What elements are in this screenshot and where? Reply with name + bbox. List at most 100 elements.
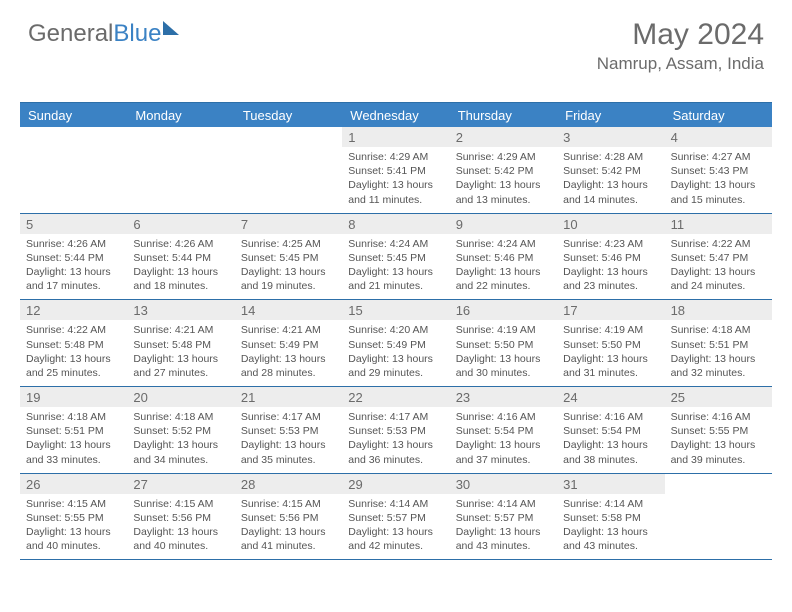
calendar-day-cell: 14Sunrise: 4:21 AMSunset: 5:49 PMDayligh… (235, 300, 342, 386)
day-body: Sunrise: 4:22 AMSunset: 5:48 PMDaylight:… (20, 320, 127, 386)
day-number: 5 (20, 214, 127, 234)
daylight-text: Daylight: 13 hours and 23 minutes. (563, 265, 658, 293)
day-number: 11 (665, 214, 772, 234)
day-body: Sunrise: 4:24 AMSunset: 5:46 PMDaylight:… (450, 234, 557, 300)
daylight-text: Daylight: 13 hours and 28 minutes. (241, 352, 336, 380)
daylight-text: Daylight: 13 hours and 43 minutes. (456, 525, 551, 553)
sunrise-text: Sunrise: 4:16 AM (671, 410, 766, 424)
daylight-text: Daylight: 13 hours and 43 minutes. (563, 525, 658, 553)
calendar-day-cell: 2Sunrise: 4:29 AMSunset: 5:42 PMDaylight… (450, 127, 557, 213)
sunrise-text: Sunrise: 4:29 AM (456, 150, 551, 164)
calendar-day-cell: 13Sunrise: 4:21 AMSunset: 5:48 PMDayligh… (127, 300, 234, 386)
sunrise-text: Sunrise: 4:29 AM (348, 150, 443, 164)
day-number: 31 (557, 474, 664, 494)
day-body: Sunrise: 4:19 AMSunset: 5:50 PMDaylight:… (557, 320, 664, 386)
sunset-text: Sunset: 5:46 PM (456, 251, 551, 265)
calendar-day-cell: 25Sunrise: 4:16 AMSunset: 5:55 PMDayligh… (665, 387, 772, 473)
day-header-sat: Saturday (665, 103, 772, 127)
daylight-text: Daylight: 13 hours and 17 minutes. (26, 265, 121, 293)
sunrise-text: Sunrise: 4:20 AM (348, 323, 443, 337)
calendar-day-cell (235, 127, 342, 213)
calendar-day-cell: 23Sunrise: 4:16 AMSunset: 5:54 PMDayligh… (450, 387, 557, 473)
sunrise-text: Sunrise: 4:24 AM (456, 237, 551, 251)
daylight-text: Daylight: 13 hours and 18 minutes. (133, 265, 228, 293)
sunrise-text: Sunrise: 4:26 AM (133, 237, 228, 251)
day-body: Sunrise: 4:16 AMSunset: 5:54 PMDaylight:… (557, 407, 664, 473)
sunset-text: Sunset: 5:49 PM (348, 338, 443, 352)
day-body: Sunrise: 4:28 AMSunset: 5:42 PMDaylight:… (557, 147, 664, 213)
sunrise-text: Sunrise: 4:19 AM (456, 323, 551, 337)
calendar-day-cell: 17Sunrise: 4:19 AMSunset: 5:50 PMDayligh… (557, 300, 664, 386)
daylight-text: Daylight: 13 hours and 37 minutes. (456, 438, 551, 466)
day-number: 7 (235, 214, 342, 234)
sunrise-text: Sunrise: 4:15 AM (241, 497, 336, 511)
sunrise-text: Sunrise: 4:18 AM (26, 410, 121, 424)
calendar-day-cell (665, 474, 772, 560)
sunrise-text: Sunrise: 4:14 AM (348, 497, 443, 511)
calendar-day-cell: 1Sunrise: 4:29 AMSunset: 5:41 PMDaylight… (342, 127, 449, 213)
day-number: 29 (342, 474, 449, 494)
day-body: Sunrise: 4:16 AMSunset: 5:55 PMDaylight:… (665, 407, 772, 473)
day-number: 26 (20, 474, 127, 494)
day-number: 25 (665, 387, 772, 407)
sunset-text: Sunset: 5:45 PM (241, 251, 336, 265)
day-number (20, 127, 127, 132)
sunrise-text: Sunrise: 4:25 AM (241, 237, 336, 251)
calendar-day-cell: 26Sunrise: 4:15 AMSunset: 5:55 PMDayligh… (20, 474, 127, 560)
daylight-text: Daylight: 13 hours and 33 minutes. (26, 438, 121, 466)
calendar-day-cell: 3Sunrise: 4:28 AMSunset: 5:42 PMDaylight… (557, 127, 664, 213)
calendar-week-row: 26Sunrise: 4:15 AMSunset: 5:55 PMDayligh… (20, 474, 772, 561)
page-title-block: May 2024 Namrup, Assam, India (597, 18, 764, 74)
day-body: Sunrise: 4:15 AMSunset: 5:56 PMDaylight:… (127, 494, 234, 560)
day-body: Sunrise: 4:15 AMSunset: 5:55 PMDaylight:… (20, 494, 127, 560)
sunset-text: Sunset: 5:42 PM (456, 164, 551, 178)
sunset-text: Sunset: 5:51 PM (671, 338, 766, 352)
calendar-week-row: 19Sunrise: 4:18 AMSunset: 5:51 PMDayligh… (20, 387, 772, 474)
day-number: 14 (235, 300, 342, 320)
sunset-text: Sunset: 5:41 PM (348, 164, 443, 178)
sunset-text: Sunset: 5:42 PM (563, 164, 658, 178)
sunrise-text: Sunrise: 4:18 AM (133, 410, 228, 424)
calendar-day-cell: 6Sunrise: 4:26 AMSunset: 5:44 PMDaylight… (127, 214, 234, 300)
day-number: 24 (557, 387, 664, 407)
daylight-text: Daylight: 13 hours and 27 minutes. (133, 352, 228, 380)
calendar-day-cell: 30 Sunrise: 4:14 AMSunset: 5:57 PMDayligh… (450, 474, 557, 560)
day-body: Sunrise: 4:18 AMSunset: 5:51 PMDaylight:… (665, 320, 772, 386)
day-number: 19 (20, 387, 127, 407)
sunrise-text: Sunrise: 4:22 AM (671, 237, 766, 251)
sunrise-text: Sunrise: 4:28 AM (563, 150, 658, 164)
daylight-text: Daylight: 13 hours and 34 minutes. (133, 438, 228, 466)
sunrise-text: Sunrise: 4:22 AM (26, 323, 121, 337)
daylight-text: Daylight: 13 hours and 22 minutes. (456, 265, 551, 293)
day-number: 30 (450, 474, 557, 494)
calendar-day-cell: 4Sunrise: 4:27 AMSunset: 5:43 PMDaylight… (665, 127, 772, 213)
sunset-text: Sunset: 5:46 PM (563, 251, 658, 265)
day-number: 9 (450, 214, 557, 234)
daylight-text: Daylight: 13 hours and 39 minutes. (671, 438, 766, 466)
calendar-week-row: 12Sunrise: 4:22 AMSunset: 5:48 PMDayligh… (20, 300, 772, 387)
sunset-text: Sunset: 5:43 PM (671, 164, 766, 178)
daylight-text: Daylight: 13 hours and 32 minutes. (671, 352, 766, 380)
day-body: Sunrise: 4:14 AMSunset: 5:57 PMDaylight:… (342, 494, 449, 560)
daylight-text: Daylight: 13 hours and 36 minutes. (348, 438, 443, 466)
sunrise-text: Sunrise: 4:16 AM (563, 410, 658, 424)
calendar: Sunday Monday Tuesday Wednesday Thursday… (20, 102, 772, 560)
logo-text-1: General (28, 20, 113, 48)
day-number: 18 (665, 300, 772, 320)
daylight-text: Daylight: 13 hours and 14 minutes. (563, 178, 658, 206)
sunrise-text: Sunrise: 4:14 AM (456, 497, 551, 511)
day-number: 4 (665, 127, 772, 147)
calendar-day-cell: 9Sunrise: 4:24 AMSunset: 5:46 PMDaylight… (450, 214, 557, 300)
calendar-day-cell: 11Sunrise: 4:22 AMSunset: 5:47 PMDayligh… (665, 214, 772, 300)
day-number: 21 (235, 387, 342, 407)
sunset-text: Sunset: 5:57 PM (456, 511, 551, 525)
day-body: Sunrise: 4:14 AMSunset: 5:58 PMDaylight:… (557, 494, 664, 560)
calendar-week-row: 1Sunrise: 4:29 AMSunset: 5:41 PMDaylight… (20, 127, 772, 214)
sunrise-text: Sunrise: 4:26 AM (26, 237, 121, 251)
day-number: 13 (127, 300, 234, 320)
daylight-text: Daylight: 13 hours and 38 minutes. (563, 438, 658, 466)
location: Namrup, Assam, India (597, 54, 764, 74)
sunset-text: Sunset: 5:50 PM (456, 338, 551, 352)
sunset-text: Sunset: 5:44 PM (133, 251, 228, 265)
day-header-thu: Thursday (450, 103, 557, 127)
